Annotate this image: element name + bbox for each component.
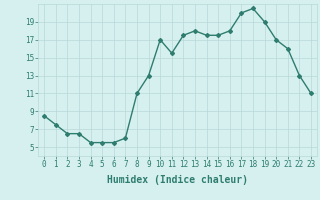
X-axis label: Humidex (Indice chaleur): Humidex (Indice chaleur) bbox=[107, 175, 248, 185]
